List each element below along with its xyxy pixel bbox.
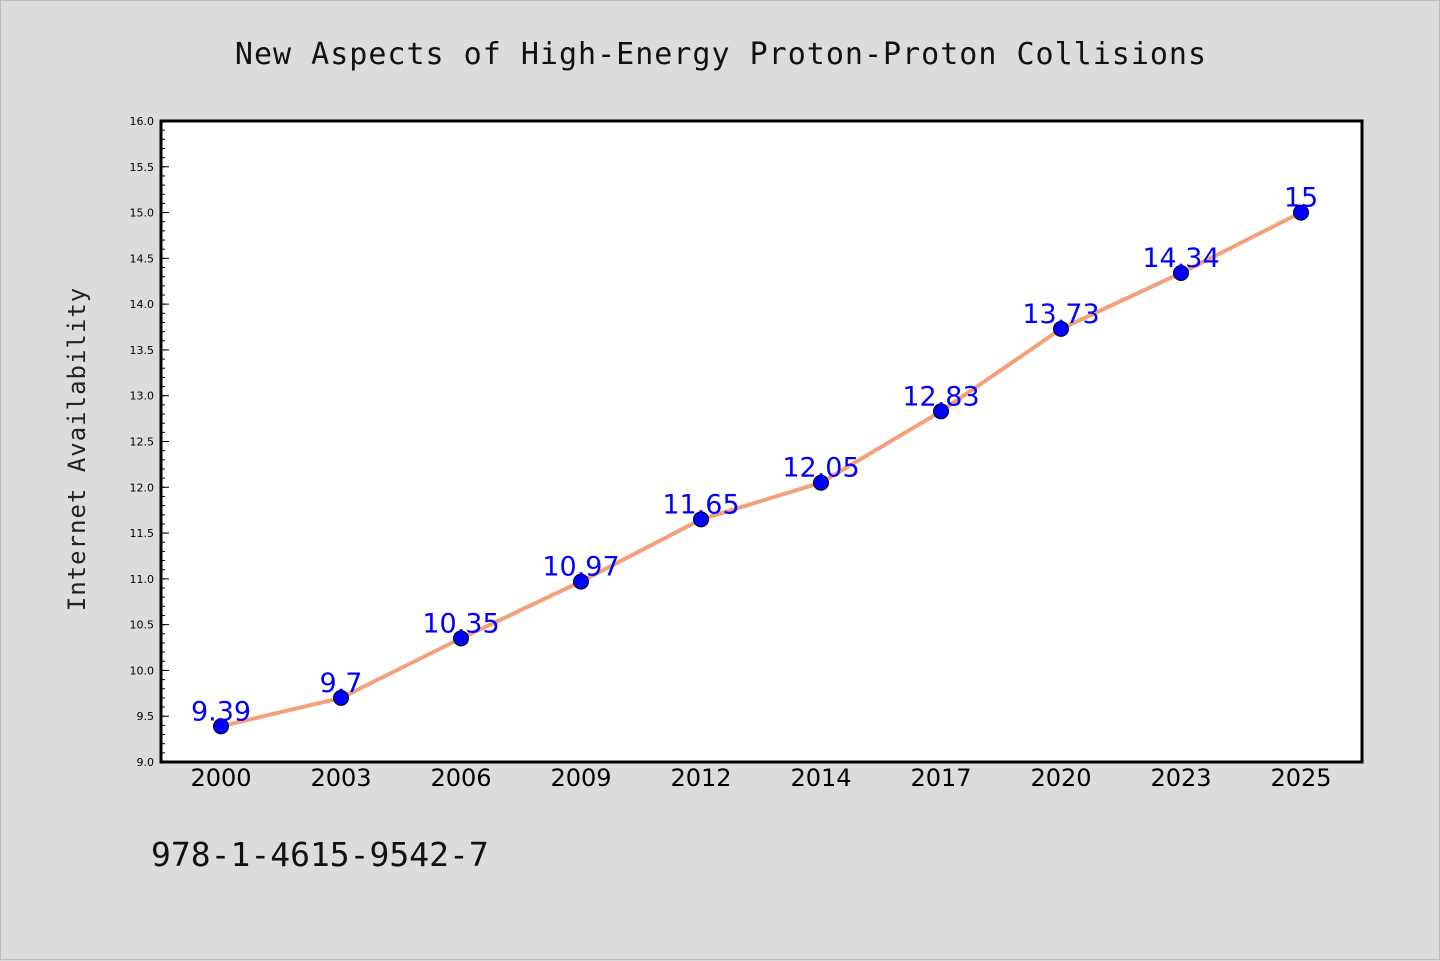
y-tick-label: 10.5 xyxy=(130,619,155,632)
data-point xyxy=(213,718,229,735)
series-line xyxy=(220,210,1302,729)
isbn-text: 978-1-4615-9542-7 xyxy=(151,835,489,874)
data-point xyxy=(813,474,829,491)
y-tick-label: 16.0 xyxy=(130,115,155,128)
y-tick-label: 9.0 xyxy=(137,756,155,769)
x-tick-label: 2025 xyxy=(1270,764,1331,792)
data-label: 9.39 xyxy=(191,696,251,727)
data-markers xyxy=(213,204,1309,735)
data-label: 9.7 xyxy=(320,668,363,699)
data-point xyxy=(1293,204,1309,221)
data-label: 14.34 xyxy=(1142,243,1219,274)
y-tick-label: 10.0 xyxy=(130,664,155,677)
y-tick-label: 14.5 xyxy=(130,252,155,265)
x-tick-label: 2017 xyxy=(910,764,971,792)
x-tick-label: 2012 xyxy=(670,764,731,792)
data-label: 10.97 xyxy=(542,552,619,583)
data-point xyxy=(693,511,709,528)
y-tick-label: 14.0 xyxy=(130,298,155,311)
data-label: 15 xyxy=(1284,183,1318,214)
y-tick-label: 13.0 xyxy=(130,390,155,403)
y-tick-label: 12.5 xyxy=(130,436,155,449)
x-tick-label: 2014 xyxy=(790,764,851,792)
y-tick-label: 15.5 xyxy=(130,161,155,174)
x-tick-label: 2006 xyxy=(430,764,491,792)
data-labels: 9.39 9.7 10.35 10.97 11.65 12.05 12.83 13.73 14.… xyxy=(191,183,1318,728)
y-tick-label: 15.0 xyxy=(130,207,155,220)
data-point xyxy=(1053,320,1069,337)
data-label: 13.73 xyxy=(1022,299,1099,330)
x-tick-label: 2000 xyxy=(190,764,251,792)
y-tick-label: 11.5 xyxy=(130,527,155,540)
data-point xyxy=(333,689,349,706)
y-tick-label: 11.0 xyxy=(130,573,155,586)
x-tick-label: 2003 xyxy=(310,764,371,792)
data-label: 11.65 xyxy=(662,489,739,520)
plot-area xyxy=(159,119,1364,764)
data-point xyxy=(573,573,589,590)
data-point xyxy=(1173,265,1189,282)
y-axis-ticks: 9.0 9.5 10.0 10.5 11.0 11.5 12.0 12.5 13.0 13.5 14… xyxy=(130,115,169,769)
x-tick-label: 2020 xyxy=(1030,764,1091,792)
data-point xyxy=(453,630,469,647)
y-tick-label: 9.5 xyxy=(137,710,155,723)
y-tick-label: 12.0 xyxy=(130,481,155,494)
chart-title: New Aspects of High-Energy Proton-Proton… xyxy=(235,37,1207,72)
x-tick-label: 2009 xyxy=(550,764,611,792)
data-label: 12.05 xyxy=(782,453,859,484)
x-axis-ticks: 2000 2003 2006 2009 2012 2014 2017 2020 2023 2025 xyxy=(190,764,1331,792)
x-tick-label: 2023 xyxy=(1150,764,1211,792)
y-tick-label: 13.5 xyxy=(130,344,155,357)
data-label: 12.83 xyxy=(902,381,979,412)
data-point xyxy=(933,403,949,420)
y-axis-label: Internet Availability xyxy=(63,287,91,611)
data-label: 10.35 xyxy=(422,608,499,639)
